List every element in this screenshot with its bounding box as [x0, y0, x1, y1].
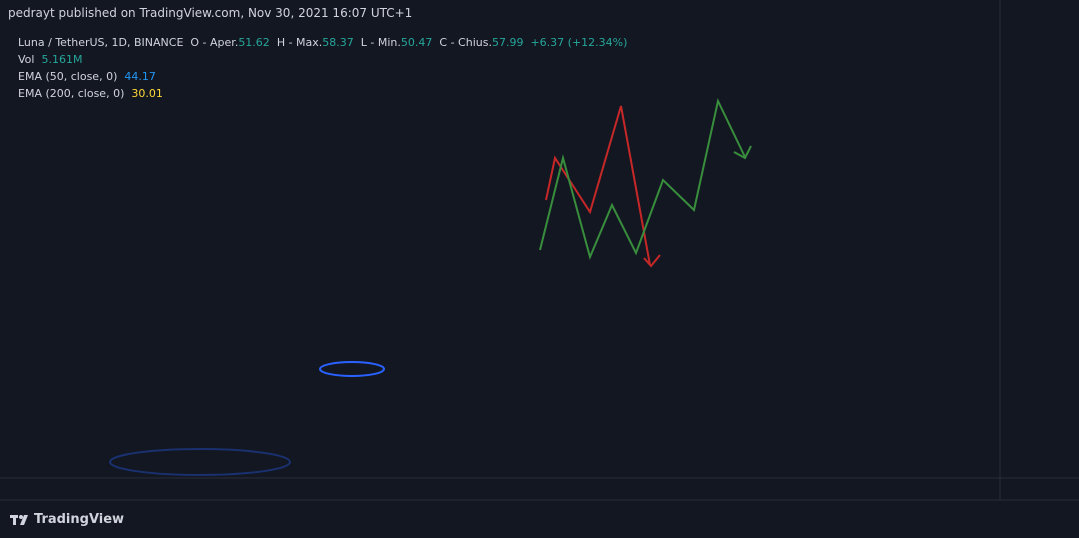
ema-name: EMA (50, close, 0)	[18, 70, 118, 83]
symbol: Luna / TetherUS, 1D, BINANCE	[18, 36, 184, 49]
highlight-ellipse	[109, 448, 291, 476]
projection-red	[545, 105, 651, 266]
logo	[10, 515, 28, 525]
ema-value: 30.01	[131, 87, 163, 100]
ohlc-label: H - Max.	[276, 36, 323, 49]
highlight-ellipse	[319, 361, 385, 377]
volume-value: 5.161M	[41, 53, 83, 66]
ohlc-value: 58.37	[322, 36, 354, 49]
drawings	[109, 97, 752, 476]
legend-volume: Vol 5.161M	[18, 53, 82, 66]
arrowhead	[643, 254, 661, 268]
ohlc-value: 51.62	[238, 36, 270, 49]
change: +6.37 (+12.34%)	[530, 36, 628, 49]
publish-header: pedrayt published on TradingView.com, No…	[8, 6, 413, 20]
projection-green	[539, 97, 746, 261]
ohlc-label: O - Aper.	[190, 36, 239, 49]
ema-name: EMA (200, close, 0)	[18, 87, 125, 100]
legend-ema50: EMA (50, close, 0) 44.17	[18, 70, 156, 83]
logo-part	[19, 515, 23, 519]
ohlc-value: 57.99	[491, 36, 524, 49]
ema-value: 44.17	[124, 70, 156, 83]
logo-part	[13, 515, 16, 525]
volume-name: Vol	[18, 53, 35, 66]
footer-brand: TradingView	[34, 512, 125, 527]
legend-main: Luna / TetherUS, 1D, BINANCE O - Aper.51…	[18, 36, 627, 49]
ohlc-value: 50.47	[400, 36, 433, 49]
logo-part	[20, 515, 28, 525]
ohlc-label: L - Min.	[360, 36, 401, 49]
arrowhead	[733, 145, 752, 160]
legend-ema200: EMA (200, close, 0) 30.01	[18, 87, 163, 100]
ohlc-label: C - Chius.	[439, 36, 492, 49]
